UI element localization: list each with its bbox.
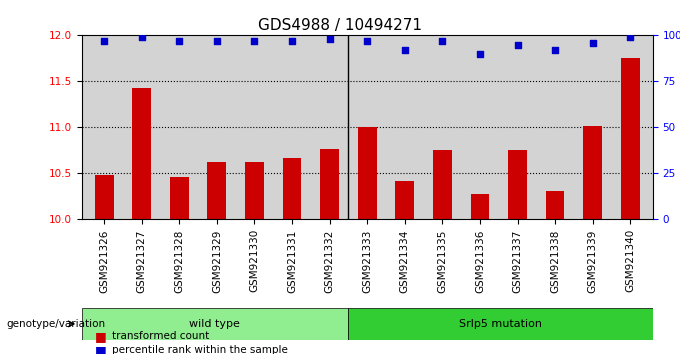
- Bar: [508, 150, 527, 219]
- Bar: [545, 191, 564, 219]
- Point: [475, 51, 486, 57]
- Text: Srlp5 mutation: Srlp5 mutation: [459, 319, 542, 329]
- Point: [136, 34, 147, 40]
- Point: [249, 38, 260, 44]
- Point: [549, 47, 560, 53]
- Bar: [621, 58, 640, 219]
- Point: [174, 38, 185, 44]
- Point: [625, 34, 636, 40]
- Bar: [283, 158, 301, 219]
- Bar: [433, 150, 452, 219]
- Text: ■: ■: [95, 344, 107, 354]
- Bar: [170, 177, 188, 219]
- Bar: [133, 88, 151, 219]
- Text: genotype/variation: genotype/variation: [7, 319, 106, 329]
- Bar: [207, 162, 226, 219]
- Point: [512, 42, 523, 47]
- Text: GDS4988 / 10494271: GDS4988 / 10494271: [258, 18, 422, 33]
- Point: [399, 47, 410, 53]
- FancyBboxPatch shape: [348, 308, 653, 340]
- Point: [588, 40, 598, 46]
- Point: [362, 38, 373, 44]
- Text: percentile rank within the sample: percentile rank within the sample: [112, 346, 288, 354]
- Text: transformed count: transformed count: [112, 331, 209, 341]
- Bar: [358, 126, 377, 219]
- Text: ■: ■: [95, 330, 107, 343]
- Point: [99, 38, 109, 44]
- Bar: [245, 162, 264, 219]
- Bar: [583, 126, 602, 219]
- Point: [437, 38, 448, 44]
- FancyBboxPatch shape: [82, 308, 348, 340]
- Text: wild type: wild type: [190, 319, 240, 329]
- Point: [211, 38, 222, 44]
- Bar: [95, 175, 114, 219]
- Bar: [471, 194, 490, 219]
- Point: [324, 36, 335, 42]
- Bar: [320, 149, 339, 219]
- Point: [286, 38, 297, 44]
- Bar: [395, 181, 414, 219]
